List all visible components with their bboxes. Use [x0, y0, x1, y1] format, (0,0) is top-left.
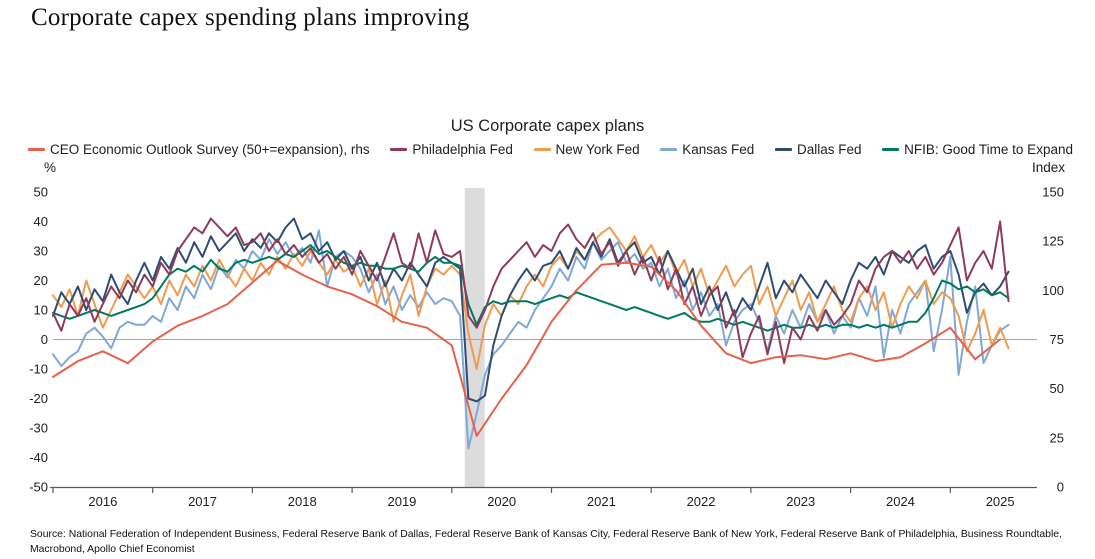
- x-axis-year-label: 2024: [886, 494, 915, 509]
- x-axis-year-label: 2017: [188, 494, 217, 509]
- series-line-2: [52, 217, 1010, 403]
- x-axis-year-label: 2019: [387, 494, 416, 509]
- chart-title: US Corporate capex plans: [450, 117, 645, 135]
- legend-item-4: Dallas Fed: [774, 142, 862, 157]
- legend-swatch-icon: [390, 148, 408, 151]
- left-axis-tick-label: 0: [41, 332, 48, 347]
- legend-item-0: CEO Economic Outlook Survey (50+=expansi…: [28, 142, 370, 157]
- x-axis-year-label: 2025: [986, 494, 1015, 509]
- x-axis-year-label: 2018: [288, 494, 317, 509]
- left-axis-tick-label: -20: [29, 391, 48, 406]
- series-line-3: [52, 244, 1010, 332]
- legend-label: NFIB: Good Time to Expand: [904, 142, 1073, 157]
- legend-swatch-icon: [28, 148, 45, 151]
- legend-label: Dallas Fed: [796, 142, 862, 157]
- left-axis-tick-label: 50: [34, 185, 48, 200]
- right-axis-tick-label: 50: [1050, 381, 1064, 396]
- right-axis-tick-label: 100: [1042, 283, 1064, 298]
- legend-label: Kansas Fed: [682, 142, 755, 157]
- legend-swatch-icon: [774, 148, 792, 151]
- x-axis-year-label: 2022: [687, 494, 716, 509]
- left-axis-tick-label: -30: [29, 421, 48, 436]
- legend-item-2: New York Fed: [533, 142, 640, 157]
- legend-item-3: Kansas Fed: [660, 142, 754, 157]
- source-line-2: Macrobond, Apollo Chief Economist: [30, 544, 195, 556]
- left-axis-tick-label: 40: [34, 214, 48, 229]
- right-axis-tick-label: 150: [1042, 185, 1064, 200]
- right-axis-tick-label: 0: [1057, 480, 1064, 495]
- legend-label: New York Fed: [555, 142, 640, 157]
- right-axis-tick-label: 25: [1050, 430, 1064, 445]
- source-note: Source: National Federation of Independe…: [30, 527, 1062, 557]
- left-axis-tick-label: -50: [29, 480, 48, 495]
- source-line-1: Source: National Federation of Independe…: [30, 529, 1062, 540]
- legend-item-5: NFIB: Good Time to Expand: [882, 142, 1073, 157]
- left-axis-unit-label: %: [43, 160, 56, 175]
- left-axis-tick-label: 10: [34, 303, 48, 318]
- legend-item-1: Philadelphia Fed: [390, 142, 513, 157]
- legend-swatch-icon: [660, 148, 678, 151]
- left-axis-tick-label: -40: [29, 450, 48, 465]
- right-axis-unit-label: Index: [1031, 160, 1065, 175]
- left-axis-tick-label: 30: [34, 244, 48, 259]
- left-axis-tick-label: 20: [34, 273, 48, 288]
- legend-label: CEO Economic Outlook Survey (50+=expansi…: [50, 142, 370, 157]
- capex-chart: 2016 2017 2018 2019 2020 2021 2022 2023 2024 2025…: [29, 185, 1064, 510]
- x-axis-year-label: 2020: [487, 494, 516, 509]
- page-title: Corporate capex spending plans improving: [31, 4, 470, 31]
- legend-swatch-icon: [533, 148, 551, 151]
- series-line-5: [52, 259, 1002, 437]
- left-axis-tick-label: -10: [29, 362, 48, 377]
- series-line-4: [52, 217, 1010, 365]
- series-line-1: [52, 226, 1010, 370]
- legend-label: Philadelphia Fed: [412, 142, 513, 157]
- x-axis-year-label: 2023: [786, 494, 815, 509]
- x-axis-year-label: 2021: [587, 494, 616, 509]
- legend-swatch-icon: [882, 148, 900, 151]
- x-axis-year-label: 2016: [88, 494, 117, 509]
- right-axis-tick-label: 125: [1042, 234, 1064, 249]
- legend: CEO Economic Outlook Survey (50+=expansi…: [28, 142, 1073, 157]
- right-axis-tick-label: 75: [1050, 332, 1064, 347]
